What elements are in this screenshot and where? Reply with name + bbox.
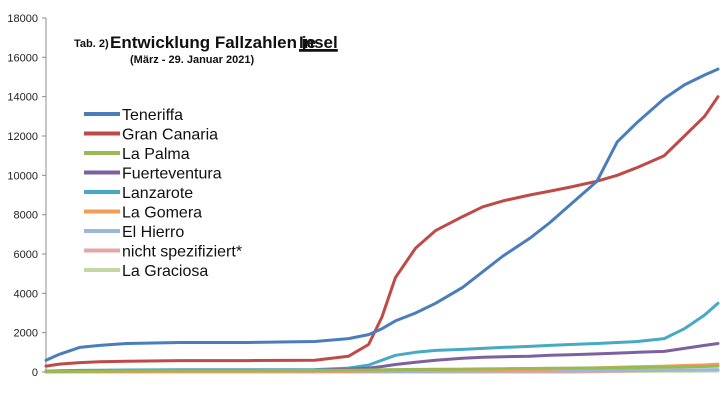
y-tick-label: 8000 xyxy=(14,210,38,222)
chart-title: Tab. 2) Entwicklung Fallzahlen je Insel xyxy=(74,33,338,52)
y-tick-label: 2000 xyxy=(14,328,38,340)
legend: Teneriffa Gran Canaria La Palma Fuerteventu… xyxy=(84,107,242,280)
y-tick-label: 0 xyxy=(32,367,38,379)
legend-label: Lanzarote xyxy=(122,185,193,202)
series-line-teneriffa xyxy=(44,67,720,362)
y-tick-label: 14000 xyxy=(7,92,38,104)
y-tick-label: 10000 xyxy=(7,170,38,182)
title-prefix: Tab. 2) xyxy=(74,38,109,50)
title-underlined-word: Insel xyxy=(299,33,338,52)
series-line-gran-canaria xyxy=(44,95,720,368)
y-tick-label: 16000 xyxy=(7,52,38,64)
y-tick-label: 18000 xyxy=(7,13,38,25)
title-main: Entwicklung Fallzahlen je xyxy=(110,33,316,52)
series-line-la-palma xyxy=(44,364,720,374)
y-tick-label: 12000 xyxy=(7,131,38,143)
legend-label: Teneriffa xyxy=(122,107,183,124)
y-tick-label: 6000 xyxy=(14,249,38,261)
legend-label: La Palma xyxy=(122,146,190,163)
legend-label: La Gomera xyxy=(122,205,202,222)
legend-label: Fuerteventura xyxy=(122,166,222,183)
legend-label: La Graciosa xyxy=(122,263,208,280)
series-lines xyxy=(44,67,720,374)
legend-label: nicht spezifiziert* xyxy=(122,244,242,261)
y-tick-label: 4000 xyxy=(14,288,38,300)
y-axis: 0 2000 4000 6000 8000 10000 12000 14000 16000 180… xyxy=(7,13,718,379)
legend-label: Gran Canaria xyxy=(122,127,218,144)
legend-label: El Hierro xyxy=(122,224,184,241)
chart-subtitle: (März - 29. Januar 2021) xyxy=(130,54,254,66)
